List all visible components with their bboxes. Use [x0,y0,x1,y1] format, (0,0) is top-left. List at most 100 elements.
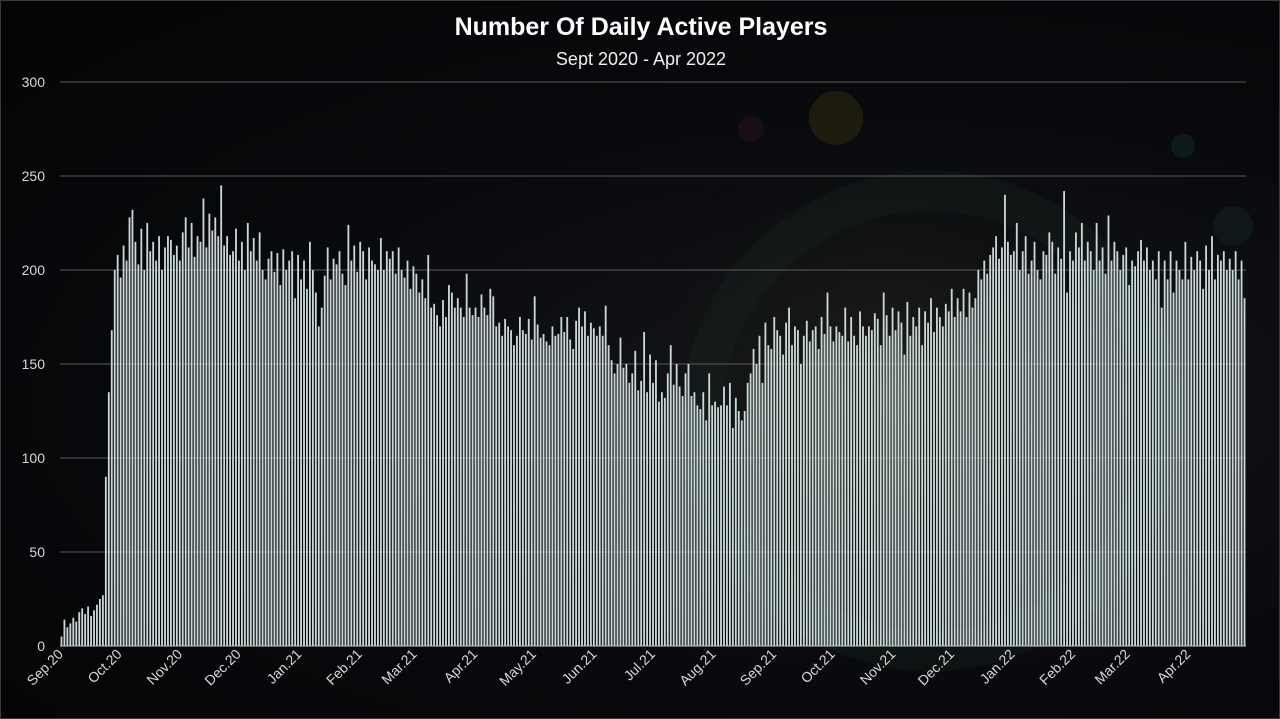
bar [128,217,131,647]
bar [400,270,403,646]
bar [424,298,427,646]
bar [501,335,504,646]
bar [1169,251,1172,646]
bar [791,345,793,646]
bar [758,335,761,646]
bar [752,348,755,646]
bar [314,292,317,646]
bar [690,395,693,646]
bar [110,330,113,646]
bar [273,271,276,646]
bar [542,333,545,646]
bar [808,341,811,646]
bar [782,354,785,646]
bar [199,241,202,647]
bar [371,260,373,646]
bar [1157,251,1160,646]
bar [660,392,663,646]
bar [149,251,152,646]
bar [169,239,172,647]
bar [530,339,533,646]
bar [101,595,104,646]
bar [1021,251,1024,646]
bar [1151,260,1154,646]
bar [1128,285,1131,646]
bar [297,254,299,646]
bar [140,228,143,646]
bar [870,330,873,646]
bar [436,315,439,646]
bar [104,476,107,646]
bar [545,341,548,646]
bar [1042,251,1045,646]
bar [418,292,421,646]
bar [1033,241,1036,647]
bar [918,307,921,646]
bar [1048,232,1051,646]
bar [193,256,196,646]
bar [1009,254,1012,646]
bar [548,345,551,646]
bar [119,277,122,646]
bar [601,335,604,646]
bar [551,326,554,646]
bar [909,335,912,646]
bar [480,294,483,646]
bar [477,317,480,646]
bar [267,258,270,646]
bar [341,273,344,646]
bar [240,241,243,647]
bar [60,636,63,646]
bar [518,317,521,646]
bar [338,251,341,646]
bar [604,305,607,646]
bar [391,251,394,646]
bar [930,298,932,646]
bar [1214,279,1216,646]
bar [847,341,850,646]
bar [649,354,651,646]
bar [527,318,530,646]
bar [764,322,767,646]
bar [941,326,944,646]
bar [989,254,992,646]
bar [252,238,255,647]
bar [430,307,433,646]
bar [66,627,69,646]
bar [1116,251,1119,646]
bar [1160,307,1163,646]
bar [1057,247,1060,646]
bar [746,382,749,646]
bar [306,288,308,646]
bar [625,364,628,646]
bar [456,298,459,646]
bar [1231,270,1234,646]
bar [208,213,211,646]
bar [678,386,681,646]
bar [933,332,935,646]
bar [1181,279,1184,646]
bar [524,333,527,646]
bar [944,303,947,646]
bar [264,279,267,646]
bar [666,373,669,646]
bar [755,364,758,646]
bar [276,253,279,646]
bar [223,245,226,646]
bar [865,335,867,646]
bar [232,251,234,646]
y-tick-label: 250 [22,168,46,184]
bar [882,292,885,646]
bar [696,405,699,646]
bar [1216,254,1219,646]
bar [99,599,101,646]
bar [468,307,471,646]
bar [1060,258,1063,646]
bar [1104,273,1107,646]
bar [965,317,968,646]
y-tick-label: 0 [37,638,45,654]
bar [303,260,305,646]
bar [235,228,237,646]
bar [1205,245,1207,646]
